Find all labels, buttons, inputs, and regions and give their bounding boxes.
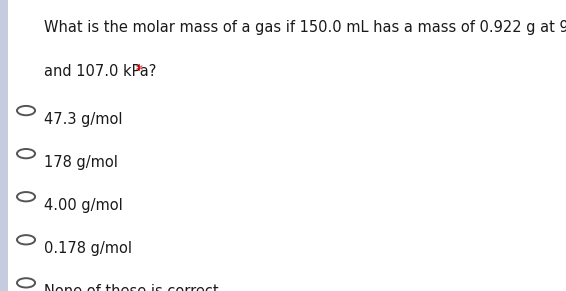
Text: 0.178 g/mol: 0.178 g/mol [44,241,132,256]
Text: *: * [131,64,143,79]
Text: 178 g/mol: 178 g/mol [44,155,118,170]
Text: and 107.0 kPa?: and 107.0 kPa? [44,64,157,79]
Text: 4.00 g/mol: 4.00 g/mol [44,198,123,213]
Bar [0,0,8,291]
Text: None of these is correct.: None of these is correct. [44,284,224,291]
Text: 47.3 g/mol: 47.3 g/mol [44,112,123,127]
Text: What is the molar mass of a gas if 150.0 mL has a mass of 0.922 g at 99 °: What is the molar mass of a gas if 150.0… [44,20,566,36]
